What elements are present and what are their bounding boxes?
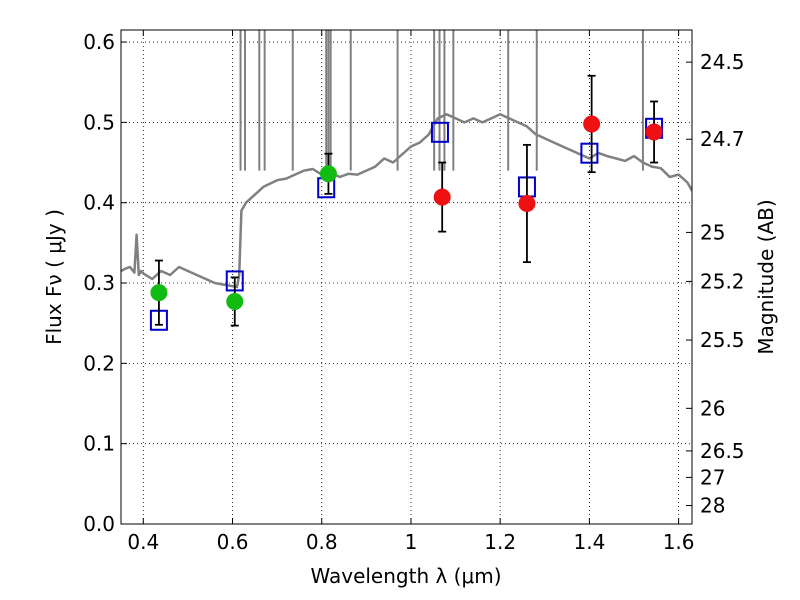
x-tick-label: 1.4	[573, 530, 605, 554]
observed-point	[150, 284, 168, 302]
mag-tick-label: 28	[700, 494, 725, 518]
observed-point	[433, 188, 451, 206]
x-axis-title: Wavelength λ (μm)	[310, 564, 501, 588]
y-tick-label: 0.4	[83, 191, 115, 215]
mag-tick-label: 25	[700, 220, 725, 244]
mag-tick-label: 26	[700, 396, 725, 420]
model-square-point	[430, 121, 449, 143]
y-axis-title: Flux Fν ( μJy )	[42, 209, 66, 345]
x-tick-label: 1.6	[663, 530, 695, 554]
mag-tick-label: 27	[700, 465, 725, 489]
x-tick-label: 0.8	[306, 530, 338, 554]
y-tick-label: 0.5	[83, 110, 115, 134]
x-tick-label: 0.6	[217, 530, 249, 554]
x-ticks: 0.4 0.6 0.8 1 1.2 1.4 1.6	[127, 30, 695, 554]
mag-tick-label: 25.2	[700, 269, 745, 293]
y-tick-label: 0.6	[83, 30, 115, 54]
mag-tick-label: 24.5	[700, 50, 745, 74]
y2-axis-title: Magnitude (AB)	[754, 199, 778, 354]
observed-point	[645, 123, 663, 141]
y-tick-label: 0.3	[83, 271, 115, 295]
observed-point	[583, 115, 601, 133]
y-tick-label: 0.0	[83, 512, 115, 536]
plot-area	[121, 30, 692, 524]
mag-tick-label: 26.5	[700, 439, 745, 463]
model-square-point	[580, 142, 599, 164]
mag-tick-label: 25.5	[700, 328, 745, 352]
marks	[149, 74, 664, 331]
y-tick-label: 0.1	[83, 432, 115, 456]
plot-frame	[120, 29, 693, 525]
x-tick-label: 1	[405, 530, 418, 554]
observed-point	[226, 292, 244, 310]
y-ticks: 0.0 0.1 0.2 0.3 0.4 0.5 0.6	[83, 30, 127, 536]
mag-tick-label: 24.7	[700, 127, 745, 151]
observed-point	[518, 195, 536, 213]
observed-point	[319, 165, 337, 183]
x-tick-label: 1.2	[484, 530, 516, 554]
x-tick-label: 0.4	[127, 530, 159, 554]
mag-ticks: 24.5 24.7 25 25.2 25.5 26 26.527 28	[686, 50, 745, 518]
y-tick-label: 0.2	[83, 351, 115, 375]
